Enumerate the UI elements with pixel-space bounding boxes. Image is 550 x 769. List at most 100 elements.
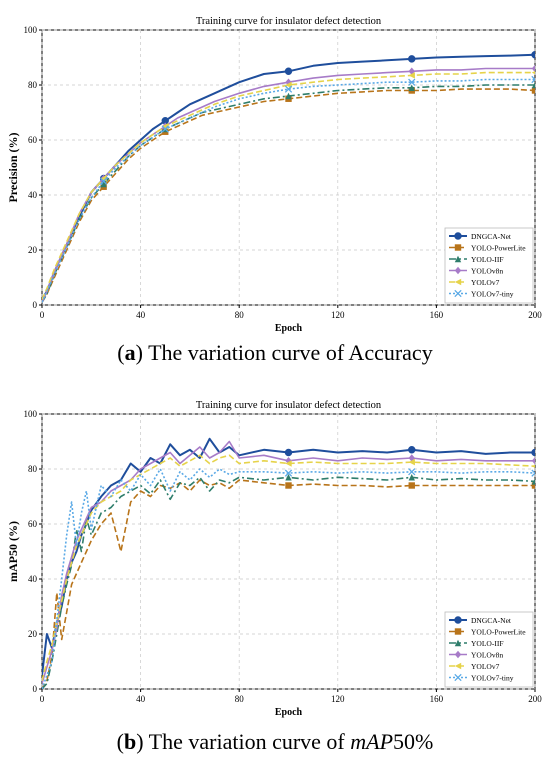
chart-b-legend-entry: YOLO-IIF	[471, 639, 504, 648]
chart-a-y-tick-label: 20	[28, 245, 38, 255]
chart-b-y-tick-label: 40	[28, 574, 38, 584]
caption-b-text: The variation curve of	[148, 729, 351, 754]
chart-b-series-line-yolov8n	[42, 440, 535, 684]
chart-b-legend-entry: YOLOv7-tiny	[471, 674, 514, 683]
chart-a-point	[161, 125, 169, 133]
caption-b-suffix: 50%	[393, 729, 434, 754]
chart-b-x-tick-label: 160	[430, 694, 444, 704]
chart-a-legend: DNGCA-Net YOLO-PowerLite YOLO-IIF YOLOv8n YO…	[444, 227, 534, 304]
chart-a-point	[408, 72, 415, 79]
chart-a-series-group	[42, 51, 535, 303]
chart-a-svg: 0 40 80 120 160 200 0 20 40 60 80 100 Training curve…	[6, 16, 542, 334]
caption-a-label: a	[124, 340, 136, 365]
chart-b-y-tick-label: 60	[28, 519, 38, 529]
chart-b-x-tick-label: 0	[40, 694, 45, 704]
chart-b-legend-marker	[454, 650, 462, 659]
chart-a-point	[531, 51, 535, 59]
chart-a-x-tick-label: 0	[40, 310, 45, 320]
caption-b-italic: mAP	[350, 729, 394, 754]
chart-b-point	[531, 457, 535, 465]
chart-a-point	[100, 180, 107, 188]
chart-a-x-tick-label: 40	[136, 310, 146, 320]
chart-b-legend: DNGCA-Net YOLO-PowerLite YOLO-IIF YOLOv8n YO…	[444, 611, 534, 688]
chart-a-legend-entry: YOLO-IIF	[471, 255, 504, 264]
chart-a-point	[531, 87, 535, 94]
chart-b-legend-marker	[454, 639, 462, 647]
chart-b-point	[285, 457, 292, 465]
chart-a-point	[408, 84, 415, 91]
chart-a-legend-entry: DNGCA-Net	[471, 232, 512, 241]
caption-b: (b) The variation curve of mAP50%	[116, 729, 434, 754]
chart-b-y-tick-label: 100	[24, 409, 38, 419]
chart-b-series-line-yolo-iif	[42, 476, 535, 689]
chart-b-series-line-yolo-powerlite	[42, 479, 535, 689]
chart-a-point	[531, 81, 535, 89]
chart-b-series-line-yolov7	[42, 454, 535, 681]
chart-a-legend-entry: YOLO-PowerLite	[471, 244, 526, 253]
chart-a-point	[408, 78, 416, 86]
chart-b-series-line-dngca-net	[42, 437, 535, 676]
chart-a-series-line-yolov7-tiny	[42, 78, 535, 303]
chart-b-point	[408, 446, 416, 454]
chart-b-x-tick-label: 80	[235, 694, 245, 704]
chart-b-legend-marker	[454, 673, 462, 682]
chart-a-x-tick-label: 80	[235, 310, 245, 320]
chart-a-point	[284, 85, 293, 93]
chart-b-point	[531, 448, 535, 457]
chart-b-y-tick-label: 0	[33, 684, 38, 694]
chart-b-y-tick-label: 80	[28, 464, 38, 474]
chart-a-y-tick-label: 100	[24, 25, 38, 35]
chart-a-x-tick-label: 200	[528, 310, 542, 320]
chart-a-legend-marker	[454, 278, 462, 286]
chart-b-point	[284, 469, 293, 477]
chart-a-legend-entry: YOLOv8n	[471, 267, 503, 276]
chart-b-y-axis-label: mAP50 (%)	[6, 521, 20, 582]
chart-b-legend-entry: YOLO-PowerLite	[471, 628, 526, 637]
chart-b-point	[285, 474, 292, 481]
chart-b-point	[531, 469, 535, 477]
chart-a-legend-marker	[454, 244, 462, 251]
chart-b-point	[408, 454, 415, 462]
chart-b-point	[408, 468, 416, 476]
chart-a-y-tick-label: 40	[28, 190, 38, 200]
caption-a-text: The variation curve of Accuracy	[148, 340, 433, 365]
chart-b-x-tick-label: 200	[528, 694, 542, 704]
chart-b-legend-marker	[454, 628, 462, 635]
chart-panel-a: 0 40 80 120 160 200 0 20 40 60 80 100 Training curve…	[0, 0, 550, 378]
chart-b-point	[408, 482, 415, 489]
chart-b-y-tick-label: 20	[28, 629, 38, 639]
chart-a-y-axis-label: Precision (%)	[6, 132, 20, 202]
chart-a-legend-marker	[454, 289, 462, 298]
caption-b-label: b	[123, 729, 137, 754]
chart-a-legend-marker	[454, 255, 462, 263]
chart-b-legend-entry: DNGCA-Net	[471, 616, 512, 625]
chart-b-point	[284, 448, 293, 457]
chart-panel-b: 0 40 80 120 160 200 0 20 40 60 80 100 Training curve…	[0, 384, 550, 769]
chart-b-x-tick-label: 40	[136, 694, 146, 704]
chart-a-title: Training curve for insulator defect dete…	[196, 16, 382, 27]
chart-a-point	[531, 75, 535, 84]
chart-b-x-axis-label: Epoch	[275, 707, 303, 718]
chart-a-legend-marker	[454, 266, 462, 275]
chart-a-x-tick-label: 120	[331, 310, 345, 320]
chart-b-point	[408, 458, 415, 466]
chart-a-y-tick-label: 0	[33, 300, 38, 310]
chart-a-y-tick-label: 80	[28, 80, 38, 90]
chart-b-series-group	[42, 437, 535, 689]
chart-b-point	[285, 482, 292, 489]
chart-b-point	[531, 478, 535, 485]
chart-b-x-tick-label: 120	[331, 694, 345, 704]
chart-b-point	[531, 464, 535, 468]
chart-b-svg: 0 40 80 120 160 200 0 20 40 60 80 100 Training curve…	[6, 400, 542, 718]
chart-a-x-tick-label: 160	[430, 310, 444, 320]
chart-a-y-tick-label: 60	[28, 135, 38, 145]
chart-b-legend-entry: YOLOv7	[471, 662, 500, 671]
chart-a-series-line-yolo-powerlite	[42, 88, 535, 303]
chart-a-point	[531, 64, 535, 73]
chart-b-point	[408, 474, 415, 481]
chart-a-point	[99, 177, 108, 185]
caption-a: (a) The variation curve of Accuracy	[117, 340, 433, 365]
chart-a-legend-entry: YOLOv7-tiny	[471, 290, 514, 299]
chart-a-point	[285, 92, 292, 100]
chart-b-title: Training curve for insulator defect dete…	[196, 400, 382, 411]
